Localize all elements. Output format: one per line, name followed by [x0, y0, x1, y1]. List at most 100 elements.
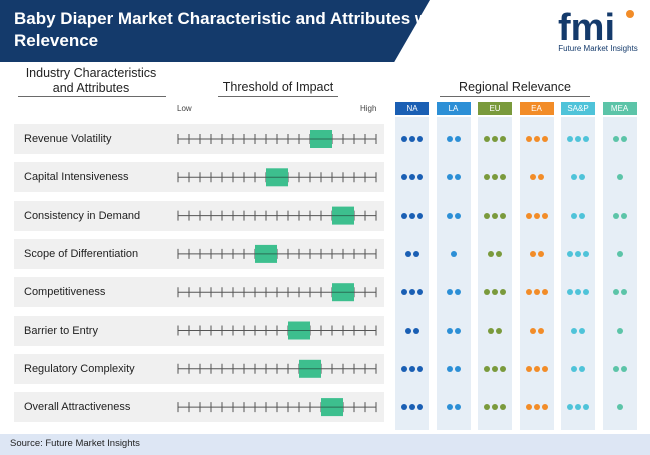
- relevance-dot: [616, 327, 623, 334]
- relevance-dot: [533, 136, 540, 142]
- region-dots: [603, 365, 637, 372]
- relevance-dot: [409, 404, 415, 411]
- region-dots: [520, 136, 554, 142]
- region-column: [602, 117, 637, 430]
- region-dots: [395, 289, 429, 296]
- region-dots: [520, 327, 554, 334]
- fmi-logo: fmi: [558, 7, 634, 49]
- header-banner: Baby Diaper Market Characteristic and At…: [0, 0, 650, 62]
- region-dots: [478, 212, 512, 219]
- region-dots: [478, 365, 512, 372]
- relevance-dot: [616, 404, 623, 411]
- relevance-dot: [579, 327, 585, 334]
- relevance-dot: [417, 212, 423, 219]
- relevance-dot: [492, 365, 498, 372]
- relevance-dot: [446, 212, 453, 219]
- relevance-dot: [579, 174, 585, 181]
- relevance-dot: [484, 136, 490, 142]
- regional-header: Regional Relevance: [459, 80, 571, 94]
- region-dots: [395, 212, 429, 219]
- region-header: EU: [478, 102, 512, 115]
- relevance-dot: [525, 404, 532, 411]
- region-header: SA&P: [561, 102, 595, 115]
- relevance-dot: [571, 365, 577, 372]
- source-text: Source: Future Market Insights: [10, 438, 140, 449]
- relevance-dot: [620, 136, 627, 142]
- region-dots: [437, 212, 471, 219]
- relevance-dot: [492, 136, 498, 142]
- relevance-dot: [401, 212, 407, 219]
- region-dots: [437, 174, 471, 181]
- relevance-dot: [579, 365, 585, 372]
- relevance-dot: [533, 289, 540, 296]
- scale-low-label: Low: [177, 104, 192, 113]
- relevance-dot: [541, 365, 548, 372]
- relevance-dot: [484, 365, 490, 372]
- region-dots: [478, 174, 512, 181]
- relevance-dot: [496, 327, 502, 334]
- relevance-dot: [500, 289, 506, 296]
- relevance-dot: [401, 289, 407, 296]
- relevance-dot: [612, 212, 619, 219]
- region-dots: [478, 327, 512, 334]
- logo-accent-dot: [626, 10, 634, 18]
- region-dots: [520, 174, 554, 181]
- relevance-dot: [579, 212, 585, 219]
- relevance-dot: [484, 289, 490, 296]
- relevance-dot: [537, 250, 544, 257]
- relevance-dot: [454, 212, 461, 219]
- relevance-dot: [583, 250, 589, 257]
- relevance-dot: [500, 365, 506, 372]
- region-column: [436, 117, 471, 430]
- region-column: [519, 117, 554, 430]
- relevance-dot: [571, 327, 577, 334]
- scale-high-label: High: [360, 104, 377, 113]
- region-dots: [561, 327, 595, 334]
- region-dots: [603, 174, 637, 181]
- threshold-header: Threshold of Impact: [222, 80, 334, 94]
- region-header: NA: [395, 102, 429, 115]
- relevance-dot: [401, 365, 407, 372]
- relevance-dot: [541, 404, 548, 411]
- relevance-dot: [616, 250, 623, 257]
- characteristics-header: Industry Characteristics and Attributes: [25, 66, 157, 95]
- region-dots: [395, 136, 429, 142]
- relevance-dot: [409, 174, 415, 181]
- relevance-dot: [620, 212, 627, 219]
- relevance-dot: [446, 289, 453, 296]
- relevance-dot: [575, 136, 581, 142]
- relevance-dot: [529, 250, 536, 257]
- region-column: [478, 117, 512, 430]
- relevance-dot: [409, 289, 415, 296]
- region-dots: [603, 327, 637, 334]
- region-dots: [437, 365, 471, 372]
- row-label: Competitiveness: [24, 286, 106, 299]
- relevance-dot: [583, 289, 589, 296]
- relevance-dot: [417, 174, 423, 181]
- relevance-dot: [446, 365, 453, 372]
- relevance-dot: [567, 250, 573, 257]
- relevance-dot: [450, 250, 457, 257]
- region-dots: [520, 365, 554, 372]
- relevance-dot: [616, 174, 623, 181]
- region-dots: [478, 136, 512, 142]
- relevance-dot: [533, 404, 540, 411]
- relevance-dot: [484, 404, 490, 411]
- relevance-dot: [492, 289, 498, 296]
- relevance-dot: [529, 174, 536, 181]
- relevance-dot: [620, 289, 627, 296]
- relevance-dot: [533, 365, 540, 372]
- row-label: Barrier to Entry: [24, 324, 98, 337]
- relevance-dot: [417, 136, 423, 142]
- relevance-dot: [454, 174, 461, 181]
- region-dots: [561, 250, 595, 257]
- region-dots: [437, 327, 471, 334]
- relevance-dot: [446, 174, 453, 181]
- region-dots: [561, 289, 595, 296]
- relevance-dot: [417, 365, 423, 372]
- relevance-dot: [612, 365, 619, 372]
- region-dots: [561, 174, 595, 181]
- region-header: MEA: [602, 102, 637, 115]
- relevance-dot: [525, 212, 532, 219]
